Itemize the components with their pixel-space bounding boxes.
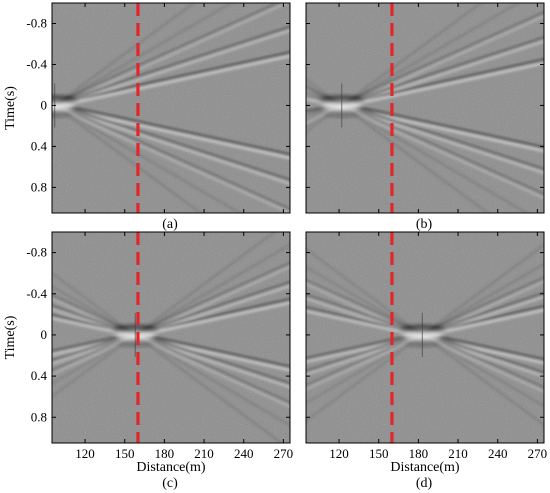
x-axis-label: Distance(m)	[390, 460, 460, 475]
panel-label: (a)	[162, 217, 178, 232]
x-tick-label: 210	[448, 446, 468, 461]
panel-label: (d)	[416, 476, 433, 491]
y-tick-label: -0.4	[26, 56, 47, 71]
seismic-image	[52, 232, 290, 443]
axes-frame	[305, 231, 545, 444]
x-tick-label: 150	[115, 446, 135, 461]
axes-frame	[51, 231, 291, 444]
y-tick-label: -0.4	[26, 286, 47, 301]
seismic-image	[52, 3, 290, 213]
x-tick-label: 180	[155, 446, 175, 461]
panel-label: (b)	[416, 217, 433, 232]
y-tick-label: 0.8	[31, 409, 47, 424]
x-tick-label: 120	[329, 446, 349, 461]
y-tick-label: 0	[41, 97, 48, 112]
y-tick-label: -0.8	[26, 245, 47, 260]
y-axis-label: Time(s)	[3, 315, 18, 359]
wave-events	[52, 232, 290, 443]
axes-frame	[51, 2, 291, 214]
x-tick-label: 180	[409, 446, 429, 461]
y-tick-label: 0.4	[31, 368, 48, 383]
x-tick-label: 270	[274, 446, 294, 461]
y-tick-label: 0.4	[31, 138, 48, 153]
wave-events	[306, 243, 544, 427]
x-tick-label: 210	[194, 446, 214, 461]
x-tick-label: 120	[75, 446, 95, 461]
panel-b: (b)	[305, 2, 545, 232]
x-tick-label: 240	[488, 446, 508, 461]
panel-d: 120 150 180 210 240 270 Distance(m)(d)	[305, 231, 548, 491]
wave-events	[52, 3, 290, 213]
seismic-image	[306, 232, 544, 443]
x-tick-label: 240	[234, 446, 254, 461]
panel-a: -0.8 -0.4 0 0.4 0.8 Time(s) (a)	[3, 2, 291, 232]
x-tick-label: 270	[528, 446, 548, 461]
y-axis-label: Time(s)	[3, 86, 18, 130]
source-focus	[52, 96, 77, 116]
panel-label: (c)	[162, 476, 178, 491]
x-tick-label: 150	[369, 446, 389, 461]
axes-frame	[305, 2, 545, 214]
y-tick-label: -0.8	[26, 15, 47, 30]
x-axis-label: Distance(m)	[136, 460, 206, 475]
panel-c: 120 150 180 210 240 270 -0.8 -0.4 0 0.4 0.8 Time(s)…	[3, 231, 294, 491]
seismic-image	[306, 3, 544, 213]
y-tick-label: 0	[41, 327, 48, 342]
y-tick-label: 0.8	[31, 179, 47, 194]
